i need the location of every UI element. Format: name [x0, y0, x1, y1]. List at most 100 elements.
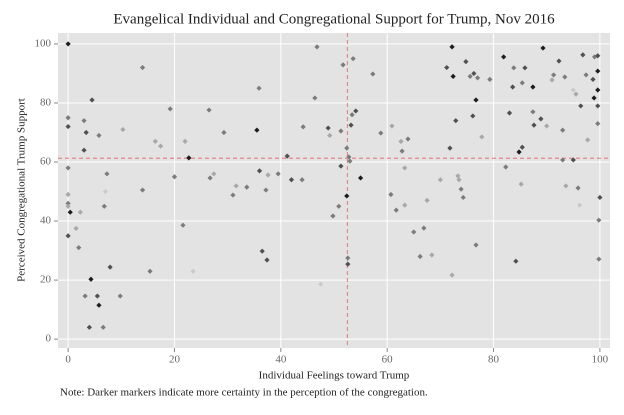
scatter-point	[411, 229, 417, 235]
scatter-point	[233, 183, 239, 189]
scatter-point	[460, 194, 466, 201]
scatter-point	[256, 85, 262, 91]
scatter-point	[117, 293, 123, 299]
scatter-point	[82, 293, 88, 299]
scatter-point	[83, 129, 89, 136]
scatter-point	[263, 187, 269, 193]
scatter-point	[580, 52, 586, 58]
scatter-point	[424, 197, 430, 203]
scatter-point	[65, 41, 71, 47]
x-tick-label: 0	[65, 354, 71, 366]
scatter-point	[573, 91, 579, 97]
scatter-point	[458, 186, 464, 192]
scatter-point	[76, 245, 82, 251]
scatter-point	[389, 123, 395, 129]
scatter-point	[562, 74, 568, 80]
note: Note: Darker markers indicate more certa…	[60, 387, 428, 399]
scatter-point	[86, 324, 92, 330]
scatter-point	[299, 177, 305, 183]
scatter-point	[206, 107, 212, 113]
scatter-point	[449, 272, 455, 278]
scatter-point	[120, 126, 126, 133]
scatter-point	[402, 202, 408, 208]
scatter-point	[518, 181, 524, 187]
scatter-point	[503, 164, 509, 170]
scatter-point	[312, 95, 318, 101]
scatter-point	[531, 122, 537, 128]
scatter-point	[81, 118, 87, 124]
scatter-point	[510, 84, 516, 90]
scatter-point	[506, 110, 513, 116]
scatter-point	[455, 173, 461, 179]
scatter-point	[405, 136, 411, 142]
scatter-point	[346, 154, 352, 160]
scatter-point	[513, 258, 519, 264]
x-tick-label: 60	[382, 354, 394, 366]
scatter-point	[370, 71, 376, 77]
scatter-point	[139, 187, 146, 193]
scatter-point	[417, 253, 423, 260]
scatter-point	[463, 59, 469, 65]
scatter-point	[347, 158, 353, 164]
scatter-point	[186, 155, 192, 161]
scatter-point	[429, 252, 435, 258]
scatter-point	[378, 130, 384, 136]
scatter-point	[519, 144, 525, 150]
scatter-point	[101, 203, 107, 209]
scatter-point	[284, 153, 290, 159]
plot-area	[58, 33, 610, 348]
scatter-point	[180, 222, 186, 228]
scatter-point	[450, 73, 456, 79]
scatter-point	[65, 123, 71, 130]
scatter-point	[102, 188, 108, 195]
scatter-point	[330, 213, 336, 219]
scatter-point	[207, 175, 213, 181]
scatter-point	[473, 242, 479, 248]
y-tick-label: 60	[40, 156, 52, 168]
scatter-point	[595, 53, 601, 59]
scatter-point	[585, 137, 591, 143]
x-tick-label: 80	[488, 354, 500, 366]
scatter-point	[81, 147, 87, 153]
scatter-point	[444, 64, 450, 71]
scatter-point	[596, 256, 602, 262]
scatter-point	[447, 145, 453, 151]
scatter-point	[590, 76, 596, 82]
scatter-point	[595, 121, 601, 127]
scatter-point	[522, 65, 528, 71]
scatter-point	[353, 108, 359, 114]
scatter-point	[182, 138, 188, 144]
scatter-point	[244, 184, 250, 190]
scatter-point	[421, 225, 427, 231]
scatter-point	[595, 103, 601, 109]
scatter-point	[211, 171, 217, 177]
scatter-point	[345, 255, 351, 261]
scatter-point	[563, 183, 569, 189]
x-axis-label: Individual Feelings toward Trump	[259, 370, 410, 382]
scatter-point	[96, 302, 102, 308]
scatter-point	[344, 145, 350, 151]
scatter-point	[65, 115, 71, 121]
scatter-point	[190, 268, 196, 274]
scatter-point	[264, 257, 270, 263]
scatter-point	[570, 87, 576, 93]
scatter-point	[540, 45, 546, 51]
scatter-point	[473, 97, 479, 103]
scatter-point	[338, 128, 344, 134]
scatter-point	[551, 72, 557, 78]
scatter-point	[336, 203, 342, 209]
scatter-point	[314, 44, 320, 50]
scatter-point	[265, 172, 271, 178]
scatter-point	[393, 207, 399, 213]
scatter-point	[530, 84, 536, 90]
x-tick-label: 40	[275, 354, 287, 366]
scatter-point	[591, 95, 597, 101]
y-tick-label: 80	[40, 96, 52, 108]
scatter-point	[388, 191, 394, 198]
scatter-point	[399, 148, 405, 154]
scatter-point	[300, 124, 306, 130]
scatter-point	[471, 70, 477, 77]
x-tick-label: 100	[592, 354, 609, 366]
scatter-point	[560, 127, 566, 133]
scatter-point	[152, 138, 158, 144]
